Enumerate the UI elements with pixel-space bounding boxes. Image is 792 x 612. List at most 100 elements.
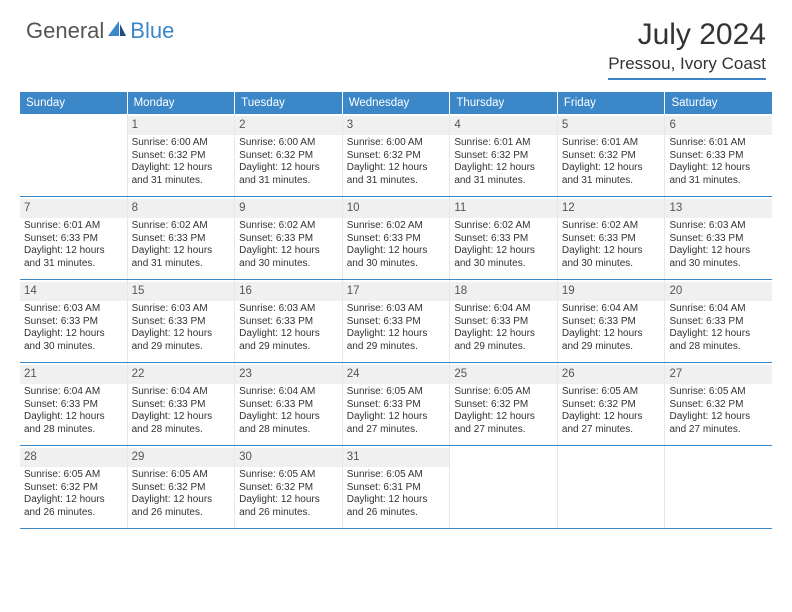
sunset-line: Sunset: 6:32 PM [562,399,661,412]
sunrise-line: Sunrise: 6:03 AM [669,220,768,233]
empty-cell: . [664,446,772,528]
sunset-line: Sunset: 6:33 PM [24,316,123,329]
daylight-line: Daylight: 12 hours and 29 minutes. [239,328,338,354]
week-row: 28Sunrise: 6:05 AMSunset: 6:32 PMDayligh… [20,446,772,529]
day-cell: 27Sunrise: 6:05 AMSunset: 6:32 PMDayligh… [664,363,772,445]
sunrise-line: Sunrise: 6:02 AM [454,220,553,233]
sunset-line: Sunset: 6:33 PM [454,316,553,329]
sunset-line: Sunset: 6:31 PM [347,482,446,495]
sunset-line: Sunset: 6:33 PM [562,233,661,246]
daylight-line: Daylight: 12 hours and 31 minutes. [454,162,553,188]
day-number: 27 [665,365,772,384]
day-cell: 11Sunrise: 6:02 AMSunset: 6:33 PMDayligh… [449,197,557,279]
sunrise-line: Sunrise: 6:03 AM [239,303,338,316]
empty-cell: . [449,446,557,528]
day-cell: 30Sunrise: 6:05 AMSunset: 6:32 PMDayligh… [234,446,342,528]
sunset-line: Sunset: 6:33 PM [239,316,338,329]
day-number: 29 [128,448,235,467]
day-number: 24 [343,365,450,384]
sunrise-line: Sunrise: 6:05 AM [24,469,123,482]
header: General Blue July 2024 Pressou, Ivory Co… [0,0,792,86]
day-number: 3 [343,116,450,135]
day-cell: 15Sunrise: 6:03 AMSunset: 6:33 PMDayligh… [127,280,235,362]
sunset-line: Sunset: 6:32 PM [24,482,123,495]
sunrise-line: Sunrise: 6:05 AM [132,469,231,482]
weekday-header: Sunday [20,92,127,114]
day-number: 1 [128,116,235,135]
daylight-line: Daylight: 12 hours and 31 minutes. [347,162,446,188]
sunset-line: Sunset: 6:33 PM [239,233,338,246]
day-number: 30 [235,448,342,467]
sunrise-line: Sunrise: 6:02 AM [132,220,231,233]
logo-text-general: General [26,18,104,44]
day-number: 15 [128,282,235,301]
day-cell: 28Sunrise: 6:05 AMSunset: 6:32 PMDayligh… [20,446,127,528]
day-number: 17 [343,282,450,301]
day-cell: 2Sunrise: 6:00 AMSunset: 6:32 PMDaylight… [234,114,342,196]
day-number: 19 [558,282,665,301]
day-number: 5 [558,116,665,135]
day-cell: 20Sunrise: 6:04 AMSunset: 6:33 PMDayligh… [664,280,772,362]
day-cell: 22 Sunrise: 6:04 AMSunset: 6:33 PMDayligh… [127,363,235,445]
day-cell: 3Sunrise: 6:00 AMSunset: 6:32 PMDaylight… [342,114,450,196]
sunset-line: Sunset: 6:33 PM [132,399,231,412]
daylight-line: Daylight: 12 hours and 30 minutes. [454,245,553,271]
page-title: July 2024 [608,18,766,52]
sunset-line: Sunset: 6:33 PM [24,399,123,412]
day-number: 2 [235,116,342,135]
day-number: 25 [450,365,557,384]
title-block: July 2024 Pressou, Ivory Coast [608,18,766,80]
daylight-line: Daylight: 12 hours and 27 minutes. [562,411,661,437]
daylight-line: Daylight: 12 hours and 28 minutes. [132,411,231,437]
sunrise-line: Sunrise: 6:04 AM [454,303,553,316]
sunset-line: Sunset: 6:32 PM [562,150,661,163]
day-number: 18 [450,282,557,301]
daylight-line: Daylight: 12 hours and 30 minutes. [24,328,123,354]
weekday-header-row: SundayMondayTuesdayWednesdayThursdayFrid… [20,92,772,114]
sunset-line: Sunset: 6:32 PM [454,399,553,412]
week-row: 14Sunrise: 6:03 AMSunset: 6:33 PMDayligh… [20,280,772,363]
day-number: 8 [128,199,235,218]
sunset-line: Sunset: 6:33 PM [669,233,768,246]
daylight-line: Daylight: 12 hours and 30 minutes. [347,245,446,271]
logo-sail-icon [106,19,128,44]
sunrise-line: Sunrise: 6:04 AM [132,386,231,399]
calendar: SundayMondayTuesdayWednesdayThursdayFrid… [20,92,772,529]
sunrise-line: Sunrise: 6:02 AM [562,220,661,233]
day-cell: 29Sunrise: 6:05 AMSunset: 6:32 PMDayligh… [127,446,235,528]
daylight-line: Daylight: 12 hours and 26 minutes. [347,494,446,520]
sunrise-line: Sunrise: 6:00 AM [239,137,338,150]
sunrise-line: Sunrise: 6:05 AM [562,386,661,399]
daylight-line: Daylight: 12 hours and 31 minutes. [132,162,231,188]
day-number: 22 [128,365,235,384]
sunset-line: Sunset: 6:33 PM [239,399,338,412]
sunrise-line: Sunrise: 6:05 AM [454,386,553,399]
sunrise-line: Sunrise: 6:00 AM [132,137,231,150]
daylight-line: Daylight: 12 hours and 30 minutes. [669,245,768,271]
sunset-line: Sunset: 6:32 PM [239,150,338,163]
sunset-line: Sunset: 6:33 PM [347,233,446,246]
day-number: 10 [343,199,450,218]
daylight-line: Daylight: 12 hours and 31 minutes. [669,162,768,188]
day-number: 16 [235,282,342,301]
day-number: 20 [665,282,772,301]
day-number: 28 [20,448,127,467]
sunrise-line: Sunrise: 6:03 AM [24,303,123,316]
day-number: 4 [450,116,557,135]
daylight-line: Daylight: 12 hours and 28 minutes. [24,411,123,437]
day-cell: 1Sunrise: 6:00 AMSunset: 6:32 PMDaylight… [127,114,235,196]
weekday-header: Tuesday [234,92,342,114]
weeks-container: .1Sunrise: 6:00 AMSunset: 6:32 PMDayligh… [20,114,772,529]
sunset-line: Sunset: 6:32 PM [669,399,768,412]
day-cell: 26Sunrise: 6:05 AMSunset: 6:32 PMDayligh… [557,363,665,445]
weekday-header: Monday [127,92,235,114]
day-cell: 10Sunrise: 6:02 AMSunset: 6:33 PMDayligh… [342,197,450,279]
sunset-line: Sunset: 6:32 PM [239,482,338,495]
sunrise-line: Sunrise: 6:01 AM [454,137,553,150]
sunrise-line: Sunrise: 6:03 AM [132,303,231,316]
day-cell: 24Sunrise: 6:05 AMSunset: 6:33 PMDayligh… [342,363,450,445]
day-cell: 23Sunrise: 6:04 AMSunset: 6:33 PMDayligh… [234,363,342,445]
sunset-line: Sunset: 6:32 PM [132,482,231,495]
page-subtitle: Pressou, Ivory Coast [608,54,766,80]
sunrise-line: Sunrise: 6:01 AM [24,220,123,233]
